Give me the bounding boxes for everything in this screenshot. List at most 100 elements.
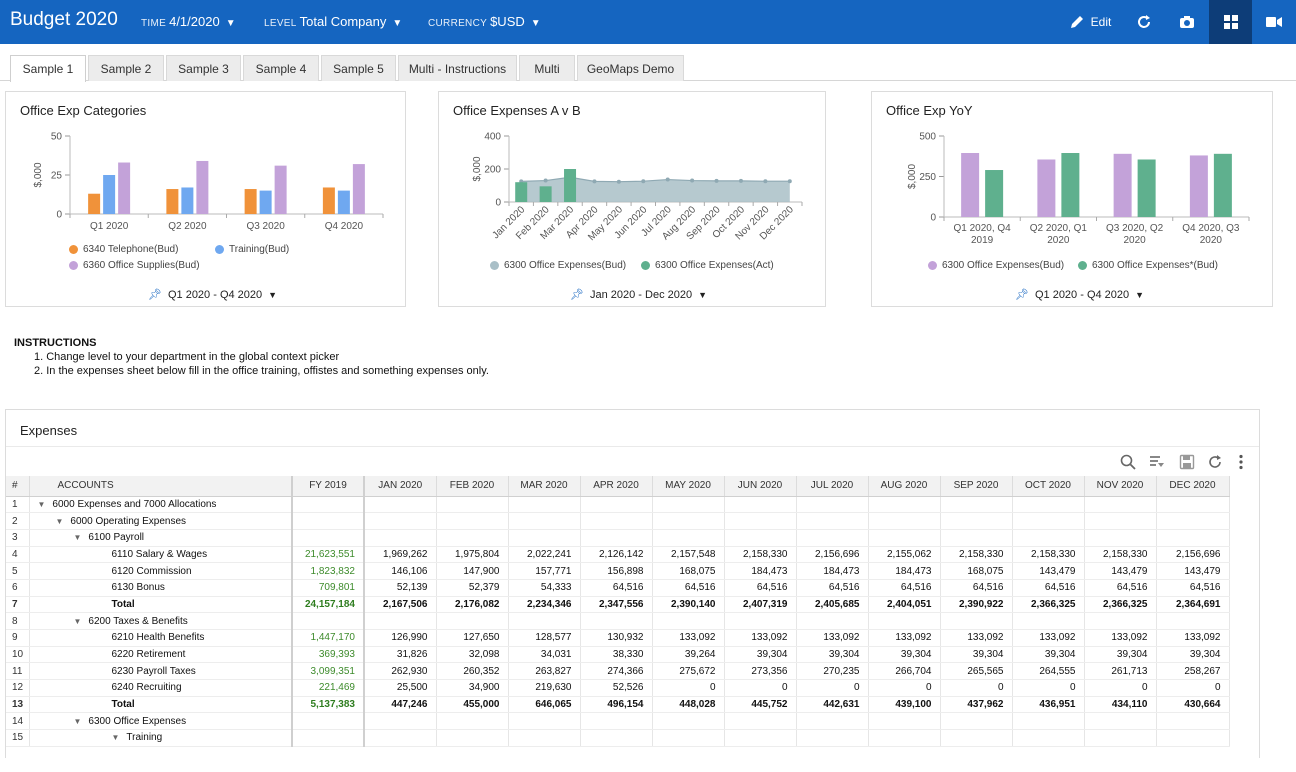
month-value-cell[interactable]: 34,900 <box>436 679 509 697</box>
month-value-cell[interactable]: 263,827 <box>508 662 581 681</box>
month-value-cell[interactable] <box>364 712 437 731</box>
fy-value-cell[interactable]: 21,623,551 <box>292 546 365 564</box>
collapse-toggle-icon[interactable]: ▼ <box>73 716 82 726</box>
month-value-cell[interactable]: 0 <box>652 679 725 697</box>
account-cell[interactable]: 6130 Bonus <box>29 579 293 597</box>
column-header-row-number[interactable]: # <box>6 476 30 497</box>
month-value-cell[interactable]: 133,092 <box>652 629 725 647</box>
month-value-cell[interactable] <box>1084 712 1157 731</box>
month-value-cell[interactable]: 0 <box>724 679 797 697</box>
column-header-period[interactable]: NOV 2020 <box>1084 476 1157 497</box>
month-value-cell[interactable]: 34,031 <box>508 646 581 664</box>
month-value-cell[interactable]: 64,516 <box>652 579 725 597</box>
month-value-cell[interactable]: 265,565 <box>940 662 1013 681</box>
month-value-cell[interactable] <box>940 529 1013 547</box>
month-value-cell[interactable] <box>1012 496 1085 514</box>
month-value-cell[interactable] <box>1084 512 1157 530</box>
column-header-period[interactable]: OCT 2020 <box>1012 476 1085 497</box>
fy-value-cell[interactable]: 1,447,170 <box>292 629 365 647</box>
month-value-cell[interactable]: 2,158,330 <box>1012 546 1085 564</box>
month-value-cell[interactable]: 64,516 <box>940 579 1013 597</box>
filter-button[interactable] <box>1149 454 1165 470</box>
month-value-cell[interactable] <box>1156 512 1230 530</box>
month-value-cell[interactable] <box>796 612 869 630</box>
month-value-cell[interactable] <box>868 612 941 630</box>
month-value-cell[interactable] <box>1156 496 1230 514</box>
month-value-cell[interactable]: 2,366,325 <box>1012 596 1085 614</box>
account-cell[interactable]: ▼ 6000 Operating Expenses <box>29 512 293 530</box>
month-value-cell[interactable]: 64,516 <box>1012 579 1085 597</box>
legend-item[interactable]: Training(Bud) <box>215 244 289 255</box>
month-value-cell[interactable] <box>436 712 509 731</box>
month-value-cell[interactable] <box>724 712 797 731</box>
month-value-cell[interactable]: 147,900 <box>436 562 509 580</box>
month-value-cell[interactable]: 39,304 <box>796 646 869 664</box>
month-value-cell[interactable] <box>1012 512 1085 530</box>
account-cell[interactable]: ▼ 6200 Taxes & Benefits <box>29 612 293 630</box>
month-value-cell[interactable]: 0 <box>1012 679 1085 697</box>
month-value-cell[interactable] <box>1156 612 1230 630</box>
column-header-accounts[interactable]: ACCOUNTS <box>29 476 293 497</box>
month-value-cell[interactable] <box>868 512 941 530</box>
month-value-cell[interactable]: 143,479 <box>1084 562 1157 580</box>
month-value-cell[interactable]: 126,990 <box>364 629 437 647</box>
month-value-cell[interactable]: 146,106 <box>364 562 437 580</box>
month-value-cell[interactable] <box>1156 712 1230 731</box>
month-value-cell[interactable]: 39,264 <box>652 646 725 664</box>
month-value-cell[interactable]: 496,154 <box>580 696 653 714</box>
month-value-cell[interactable] <box>940 496 1013 514</box>
snapshot-button[interactable] <box>1168 0 1206 44</box>
month-value-cell[interactable] <box>796 529 869 547</box>
month-value-cell[interactable]: 2,167,506 <box>364 596 437 614</box>
fy-value-cell[interactable] <box>292 529 365 547</box>
month-value-cell[interactable]: 133,092 <box>1156 629 1230 647</box>
month-value-cell[interactable]: 2,156,696 <box>1156 546 1230 564</box>
collapse-toggle-icon[interactable]: ▼ <box>55 516 64 526</box>
month-value-cell[interactable]: 156,898 <box>580 562 653 580</box>
account-cell[interactable]: 6110 Salary & Wages <box>29 546 293 564</box>
month-value-cell[interactable] <box>508 529 581 547</box>
fy-value-cell[interactable]: 709,801 <box>292 579 365 597</box>
legend-item[interactable]: 6360 Office Supplies(Bud) <box>69 260 200 271</box>
tab-sample-4[interactable]: Sample 4 <box>243 55 319 81</box>
month-value-cell[interactable] <box>652 496 725 514</box>
fy-value-cell[interactable] <box>292 729 365 747</box>
fy-value-cell[interactable]: 221,469 <box>292 679 365 697</box>
month-value-cell[interactable]: 266,704 <box>868 662 941 681</box>
account-cell[interactable]: Total <box>29 596 293 614</box>
month-value-cell[interactable]: 133,092 <box>1012 629 1085 647</box>
month-value-cell[interactable]: 52,139 <box>364 579 437 597</box>
month-value-cell[interactable]: 64,516 <box>1156 579 1230 597</box>
month-value-cell[interactable]: 64,516 <box>796 579 869 597</box>
month-value-cell[interactable]: 274,366 <box>580 662 653 681</box>
collapse-toggle-icon[interactable]: ▼ <box>111 733 120 743</box>
account-cell[interactable]: 6210 Health Benefits <box>29 629 293 647</box>
month-value-cell[interactable]: 184,473 <box>724 562 797 580</box>
month-value-cell[interactable]: 64,516 <box>1084 579 1157 597</box>
column-header-period[interactable]: APR 2020 <box>580 476 653 497</box>
month-value-cell[interactable] <box>652 712 725 731</box>
month-value-cell[interactable] <box>508 496 581 514</box>
month-value-cell[interactable]: 434,110 <box>1084 696 1157 714</box>
month-value-cell[interactable] <box>436 612 509 630</box>
month-value-cell[interactable]: 2,155,062 <box>868 546 941 564</box>
month-value-cell[interactable] <box>364 729 437 747</box>
month-value-cell[interactable]: 2,390,140 <box>652 596 725 614</box>
legend-item[interactable]: 6300 Office Expenses(Act) <box>641 260 774 271</box>
month-value-cell[interactable]: 439,100 <box>868 696 941 714</box>
period-picker[interactable]: 📌︎ Q1 2020 - Q4 2020 ▼ <box>148 288 277 302</box>
month-value-cell[interactable]: 2,364,691 <box>1156 596 1230 614</box>
legend-item[interactable]: 6300 Office Expenses*(Bud) <box>1078 260 1218 271</box>
month-value-cell[interactable]: 2,176,082 <box>436 596 509 614</box>
month-value-cell[interactable]: 1,969,262 <box>364 546 437 564</box>
column-header-period[interactable]: SEP 2020 <box>940 476 1013 497</box>
month-value-cell[interactable] <box>1156 729 1230 747</box>
month-value-cell[interactable]: 275,672 <box>652 662 725 681</box>
month-value-cell[interactable] <box>508 729 581 747</box>
month-value-cell[interactable]: 128,577 <box>508 629 581 647</box>
month-value-cell[interactable] <box>580 512 653 530</box>
account-cell[interactable]: 6220 Retirement <box>29 646 293 664</box>
tab-multi-instructions[interactable]: Multi - Instructions <box>398 55 517 81</box>
month-value-cell[interactable]: 260,352 <box>436 662 509 681</box>
month-value-cell[interactable]: 52,379 <box>436 579 509 597</box>
